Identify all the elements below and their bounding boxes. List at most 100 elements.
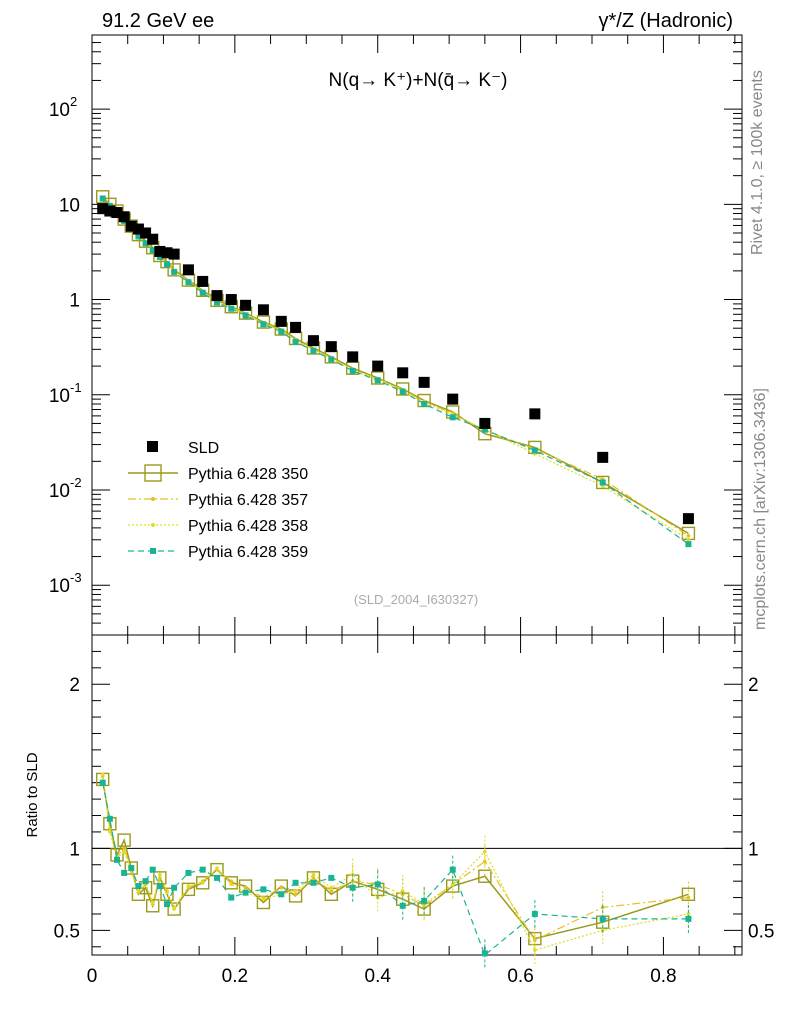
ratio-series-line — [102, 774, 689, 951]
sld-data-point — [104, 205, 116, 217]
ratio-marker — [172, 907, 176, 911]
ratio-marker — [242, 889, 249, 896]
main-marker — [349, 367, 356, 374]
ratio-marker — [108, 830, 112, 834]
main-marker — [686, 537, 691, 542]
ratio-y-label: Ratio to SLD — [24, 752, 41, 837]
mcplots-label: mcplots.cern.ch [arXiv:1306.3436] — [752, 388, 769, 630]
main-marker — [371, 371, 385, 385]
y-tick-label: 10 — [49, 100, 70, 121]
ratio-marker — [310, 879, 317, 886]
x-axis-ticks: 0 0.2 0.4 0.6 0.8 — [87, 35, 736, 987]
sld-data-point — [347, 351, 359, 363]
ratio-plot-frame — [91, 634, 743, 956]
sld-data-point — [118, 211, 130, 223]
ratio-marker — [167, 902, 181, 916]
main-marker — [99, 195, 106, 202]
sld-data-point — [197, 275, 209, 287]
ratio-marker — [165, 890, 169, 895]
sld-data-point — [397, 367, 409, 379]
sld-data-point — [132, 223, 144, 235]
ratio-marker — [164, 901, 170, 908]
sld-data-point — [597, 451, 609, 463]
ratio-marker — [681, 887, 696, 901]
legend-label: SLD — [188, 440, 219, 457]
ratio-marker — [185, 869, 192, 876]
sld-data-point — [682, 513, 694, 525]
ratio-marker — [260, 886, 267, 893]
sld-data-point — [111, 207, 123, 219]
ratio-marker — [171, 884, 178, 891]
main-marker — [685, 541, 692, 548]
ratio-series-line — [101, 779, 689, 940]
ratio-marker — [199, 866, 206, 873]
ratio-marker — [599, 915, 606, 922]
ratio-tick-label-left: 2 — [69, 675, 80, 696]
y-tick-exponent: 2 — [70, 94, 77, 109]
main-marker — [164, 261, 170, 268]
main-marker — [310, 347, 317, 354]
x-tick-label: 0.8 — [650, 966, 676, 987]
main-marker — [449, 414, 456, 421]
process-label: γ*/Z (Hadronic) — [599, 10, 733, 32]
sld-data-point — [168, 248, 180, 260]
main-marker — [531, 447, 538, 454]
main-marker — [256, 315, 271, 329]
ratio-marker — [293, 892, 298, 897]
ratio-marker — [329, 885, 334, 890]
ratio-marker — [278, 891, 285, 898]
ratio-marker — [156, 883, 163, 890]
ratio-marker — [99, 779, 106, 786]
ratio-marker — [229, 882, 234, 887]
sld-data-point — [161, 247, 173, 259]
legend-label: Pythia 6.428 357 — [188, 492, 308, 509]
sld-data-point — [372, 360, 384, 372]
ratio-marker — [149, 866, 156, 873]
sld-data-point — [325, 341, 337, 353]
y-tick-label: 1 — [69, 291, 80, 312]
ratio-marker — [100, 772, 105, 777]
ratio-marker — [311, 872, 316, 877]
sld-data-point — [275, 315, 287, 327]
main-marker — [149, 247, 156, 254]
main-marker — [167, 263, 181, 277]
main-marker — [328, 356, 335, 363]
main-marker — [599, 479, 606, 486]
sld-data-point — [307, 335, 319, 347]
ratio-marker — [136, 889, 141, 893]
ratio-marker — [214, 874, 220, 881]
ratio-marker — [142, 878, 149, 885]
sld-data-point — [290, 321, 302, 333]
ratio-marker — [531, 910, 538, 917]
series-3 — [99, 195, 692, 968]
energy-label: 91.2 GeV ee — [102, 10, 214, 32]
ratio-marker — [121, 869, 128, 876]
sld-data-point — [140, 227, 152, 239]
series-layer — [96, 190, 696, 968]
x-tick-label: 0.2 — [222, 966, 248, 987]
main-marker — [156, 253, 163, 260]
ratio-marker — [399, 902, 406, 909]
main-marker — [96, 190, 110, 204]
sld-data-point — [447, 393, 459, 405]
ratio-marker — [481, 950, 488, 957]
ratio-marker — [261, 897, 266, 902]
sld-data-point — [225, 294, 237, 306]
main-marker — [214, 299, 220, 306]
ratio-marker — [196, 876, 210, 890]
legend-marker — [151, 497, 155, 501]
y-tick-label: 10 — [49, 386, 70, 407]
main-marker — [421, 400, 428, 407]
y-tick-label: 10 — [59, 195, 80, 216]
ratio-marker — [124, 861, 138, 875]
ratio-marker — [311, 876, 316, 880]
sld-data-point — [125, 220, 137, 232]
x-tick-label: 0.6 — [507, 966, 533, 987]
ratio-marker — [186, 884, 191, 888]
main-marker — [242, 312, 249, 319]
sld-data-point — [182, 264, 194, 276]
main-marker — [481, 426, 488, 433]
ratio-marker — [449, 866, 456, 873]
ratio-marker — [122, 846, 126, 851]
